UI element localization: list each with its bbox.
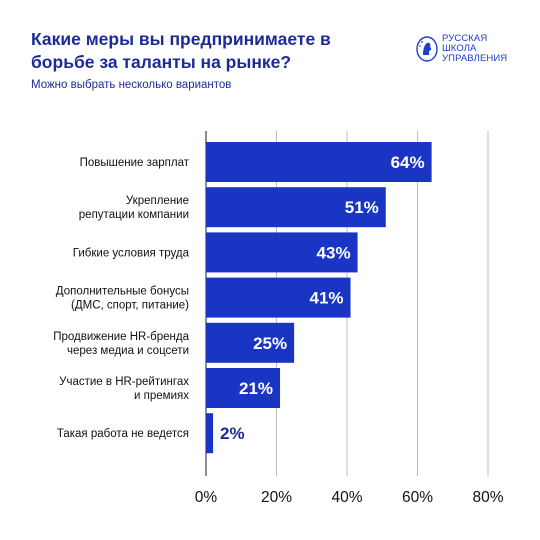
bar-1 [206,187,386,228]
bar-0 [206,142,432,182]
category-label-3: Дополнительные бонусы (ДМС, спорт, питани… [56,286,189,312]
chart-subtitle: Можно выбрать несколько вариантов [31,79,232,91]
logo-line-1: РУССКАЯ [442,33,488,44]
bar-5 [206,368,281,408]
category-label-0: Повышение зарплат [80,157,190,169]
value-label-2: 43% [317,243,351,262]
category-label-6: Такая работа не ведется [57,428,189,440]
value-label-1: 51% [345,198,379,217]
x-tick-label-80: 80% [472,489,503,506]
portrait-emblem-icon [416,36,438,62]
category-label-4: Продвижение HR-бренда через медиа и соцсе… [53,331,189,357]
value-label-6: 2% [220,424,245,443]
category-label-5: Участие в HR-рейтингах и премиях [59,376,189,402]
x-tick-label-20: 20% [261,489,292,506]
bar-6 [206,413,214,454]
category-label-1: Укрепление репутации компании [79,195,189,221]
bar-3 [206,277,351,318]
value-label-0: 64% [391,153,425,172]
chart-title: Какие меры вы предпринимаете в борьбе за… [31,29,331,72]
logo-line-3: УПРАВЛЕНИЯ [442,53,508,64]
x-tick-label-40: 40% [331,489,362,506]
school-logo: РУССКАЯ ШКОЛА УПРАВЛЕНИЯ [416,34,507,64]
x-tick-label-60: 60% [402,489,433,506]
value-label-4: 25% [253,334,287,353]
logo-line-2: ШКОЛА [442,43,477,54]
bar-4 [206,322,295,363]
value-label-5: 21% [239,379,273,398]
value-label-3: 41% [309,289,343,308]
x-tick-label-0: 0% [195,489,218,506]
bar-2 [206,232,358,273]
category-label-2: Гибкие условия труда [73,247,190,259]
